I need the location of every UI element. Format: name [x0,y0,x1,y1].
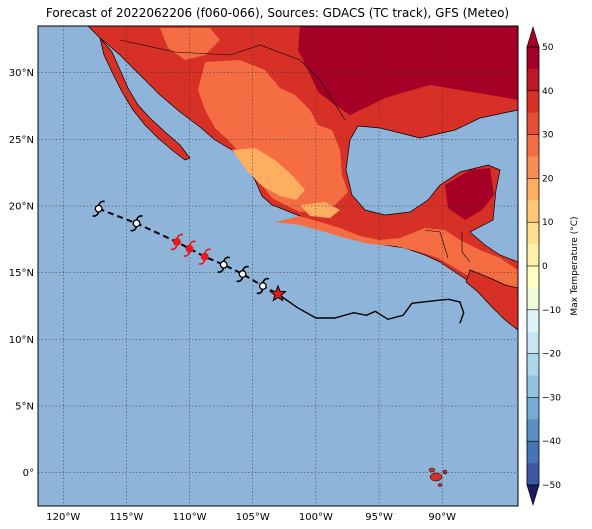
forecast-track-line [98,207,279,295]
map-frame [37,25,519,507]
country-borders [119,39,471,263]
colorbar-band [527,200,539,223]
cyclone-symbol-icon [170,233,184,251]
colorbar-band [527,90,539,113]
colorbar-tick-label: 10 [542,218,554,228]
cyclone-symbol-icon [130,215,143,232]
colorbar-band [527,112,539,135]
colorbar-band [527,156,539,179]
cyclone-symbol-icon [92,200,105,217]
latitude-label: 0° [23,468,34,479]
colorbar-band [527,397,539,420]
map-title: Forecast of 2022062206 (f060-066), Sourc… [45,6,510,20]
colorbar-band [527,134,539,157]
cyclone-symbol-icon [217,256,231,273]
colorbar-band [527,309,539,332]
latitude-label: 10°N [9,335,34,346]
land-darkred-yucatan [445,168,494,220]
colorbar-band [527,287,539,311]
cyclone-symbol-icon [256,277,270,295]
longitude-label: 115°W [109,512,143,523]
colorbar-tick-label: −30 [542,393,561,403]
longitude-label: 95°W [365,512,393,523]
colorbar-extend-max [526,25,540,48]
colorbar-band [527,375,539,398]
latitude-label: 5°N [15,402,34,413]
current-position-star [269,284,287,302]
colorbar-band [527,419,539,442]
latitude-label: 20°N [9,202,34,213]
colorbar-tick-label: 20 [542,174,554,184]
longitude-label: 120°W [46,512,80,523]
colorbar-band [527,244,539,267]
colorbar-tick-label: −20 [542,350,561,360]
longitude-label: 100°W [299,512,333,523]
land-baja-california [99,37,191,161]
land-orange-zone [198,60,348,212]
past-storm-track [277,293,465,324]
cyclone-symbol-icon [198,248,212,265]
land-darkred-texas [298,26,518,115]
colorbar-tick-label: 40 [542,87,554,97]
colorbar-tick-label: −50 [542,481,561,491]
land-orange-zone-south [275,216,518,292]
colorbar-tick-label: 0 [542,262,548,272]
cyclone-symbol-icon [183,240,196,257]
colorbar-label: Max Temperature (°C) [570,216,580,315]
latitude-label: 30°N [9,68,34,79]
colorbar-band [527,222,539,245]
colorbar-tick-label: 30 [542,131,554,141]
colorbar-band [527,441,539,464]
land-yellow-patch [232,148,305,200]
colorbar-band [527,178,539,201]
longitude-label: 110°W [173,512,207,523]
colorbar-tick-label: −10 [542,306,561,316]
graticule [38,26,518,506]
land-central-america [465,269,518,331]
colorbar-extend-min [526,484,540,507]
colorbar-band [527,68,539,92]
colorbar-tick-label: −40 [542,437,561,447]
colorbar-band [527,47,539,70]
colorbar-band [527,463,539,486]
colorbar-tick-label: 50 [542,43,554,53]
longitude-label: 90°W [428,512,456,523]
colorbar-band [527,331,539,354]
latitude-label: 25°N [9,135,34,146]
colorbar-band [527,266,539,289]
cyclone-symbol-icon [236,265,249,283]
colorbar: 50 40 30 20 10 0 −10 −20 −30 −40 −50 [526,25,561,507]
longitude-label: 105°W [236,512,270,523]
land-galapagos [428,467,448,487]
colorbar-band [527,353,539,376]
latitude-label: 15°N [9,268,34,279]
